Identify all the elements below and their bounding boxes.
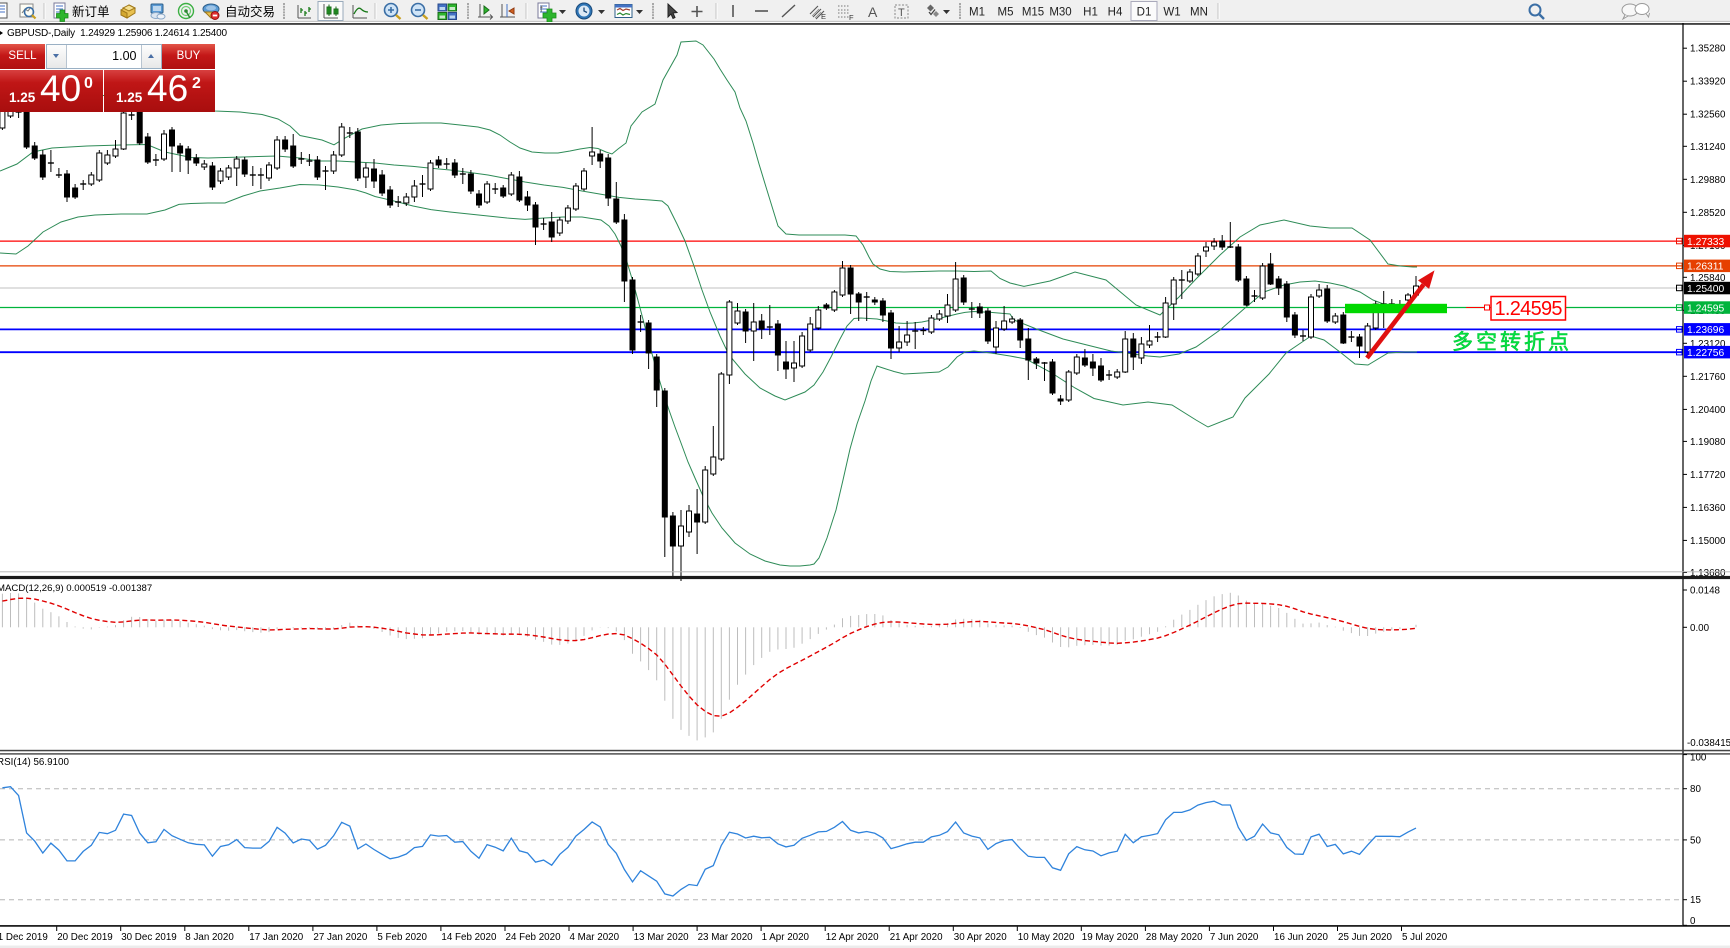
svg-text:M30: M30 <box>1049 7 1071 19</box>
svg-text:A: A <box>868 4 878 20</box>
svg-text:M5: M5 <box>998 7 1014 19</box>
svg-text:10 May 2020: 10 May 2020 <box>1018 932 1075 943</box>
svg-text:13 Mar 2020: 13 Mar 2020 <box>634 932 690 943</box>
svg-text:H1: H1 <box>1083 7 1098 19</box>
svg-text:M1: M1 <box>969 7 985 19</box>
svg-text:1.29880: 1.29880 <box>1690 175 1726 186</box>
svg-text:-0.038415: -0.038415 <box>1687 738 1730 749</box>
svg-text:5 Feb 2020: 5 Feb 2020 <box>377 932 427 943</box>
svg-text:1 Apr 2020: 1 Apr 2020 <box>762 932 810 943</box>
svg-text:7 Jun 2020: 7 Jun 2020 <box>1210 932 1259 943</box>
svg-text:1.21760: 1.21760 <box>1690 372 1726 383</box>
svg-text:17 Jan 2020: 17 Jan 2020 <box>249 932 303 943</box>
svg-text:100: 100 <box>1690 752 1707 763</box>
svg-text:16 Jun 2020: 16 Jun 2020 <box>1274 932 1328 943</box>
svg-text:M15: M15 <box>1022 7 1044 19</box>
svg-text:1.25400: 1.25400 <box>1687 284 1724 295</box>
svg-text:1.23120: 1.23120 <box>1690 339 1726 350</box>
svg-text:80: 80 <box>1690 784 1701 795</box>
svg-text:0: 0 <box>1690 916 1696 927</box>
svg-text:新订单: 新订单 <box>72 4 110 19</box>
svg-text:4 Mar 2020: 4 Mar 2020 <box>570 932 620 943</box>
svg-text:RSI(14) 56.9100: RSI(14) 56.9100 <box>0 757 69 768</box>
svg-text:1.24595: 1.24595 <box>1687 303 1724 314</box>
svg-text:21 Apr 2020: 21 Apr 2020 <box>890 932 943 943</box>
svg-text:1.22756: 1.22756 <box>1687 348 1724 359</box>
svg-text:D1: D1 <box>1137 7 1152 19</box>
svg-text:1.19080: 1.19080 <box>1690 437 1726 448</box>
svg-text:11 Dec 2019: 11 Dec 2019 <box>0 932 48 943</box>
svg-text:1.32560: 1.32560 <box>1690 110 1726 121</box>
svg-text:1.13680: 1.13680 <box>1690 568 1726 579</box>
svg-text:1.26311: 1.26311 <box>1687 262 1724 273</box>
svg-text:25 Jun 2020: 25 Jun 2020 <box>1338 932 1392 943</box>
svg-text:28 May 2020: 28 May 2020 <box>1146 932 1203 943</box>
svg-text:30 Dec 2019: 30 Dec 2019 <box>121 932 177 943</box>
svg-text:5 Jul 2020: 5 Jul 2020 <box>1402 932 1448 943</box>
svg-text:15: 15 <box>1690 895 1701 906</box>
svg-text:多空转折点: 多空转折点 <box>1452 331 1572 354</box>
svg-text:1.24595: 1.24595 <box>1495 298 1563 320</box>
svg-text:1.28520: 1.28520 <box>1690 208 1726 219</box>
svg-text:1.27333: 1.27333 <box>1687 237 1724 248</box>
svg-text:1.15000: 1.15000 <box>1690 536 1726 547</box>
svg-text:14 Feb 2020: 14 Feb 2020 <box>441 932 497 943</box>
svg-text:27 Jan 2020: 27 Jan 2020 <box>313 932 367 943</box>
svg-text:50: 50 <box>1690 835 1701 846</box>
svg-text:MN: MN <box>1190 7 1208 19</box>
svg-text:H4: H4 <box>1108 7 1123 19</box>
svg-text:1.20400: 1.20400 <box>1690 405 1726 416</box>
svg-text:W1: W1 <box>1163 7 1180 19</box>
svg-text:MACD(12,26,9) 0.000519 -0.0013: MACD(12,26,9) 0.000519 -0.001387 <box>0 583 152 594</box>
svg-text:1.35280: 1.35280 <box>1690 44 1726 55</box>
svg-text:19 May 2020: 19 May 2020 <box>1082 932 1139 943</box>
svg-text:30 Apr 2020: 30 Apr 2020 <box>954 932 1007 943</box>
svg-text:0.0148: 0.0148 <box>1690 586 1721 597</box>
svg-text:f: f <box>540 4 543 14</box>
svg-text:0.00: 0.00 <box>1690 623 1710 634</box>
svg-text:12 Apr 2020: 12 Apr 2020 <box>826 932 879 943</box>
svg-text:20 Dec 2019: 20 Dec 2019 <box>57 932 113 943</box>
svg-text:8 Jan 2020: 8 Jan 2020 <box>185 932 234 943</box>
svg-text:1.31240: 1.31240 <box>1690 142 1726 153</box>
svg-text:1.23696: 1.23696 <box>1687 325 1724 336</box>
svg-text:23 Mar 2020: 23 Mar 2020 <box>698 932 754 943</box>
svg-text:1.25840: 1.25840 <box>1690 273 1726 284</box>
svg-text:自动交易: 自动交易 <box>225 4 275 19</box>
svg-text:T: T <box>898 7 905 19</box>
svg-text:24 Feb 2020: 24 Feb 2020 <box>506 932 562 943</box>
svg-text:E: E <box>821 12 826 21</box>
svg-text:1.33920: 1.33920 <box>1690 77 1726 88</box>
svg-text:F: F <box>849 13 854 22</box>
svg-text:1.17720: 1.17720 <box>1690 470 1726 481</box>
svg-text:1.16360: 1.16360 <box>1690 503 1726 514</box>
